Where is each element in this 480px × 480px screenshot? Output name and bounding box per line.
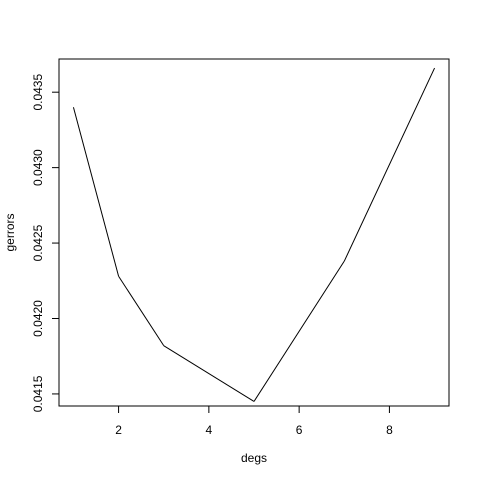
x-tick-label: 8	[386, 423, 393, 437]
series-line-segment	[118, 275, 165, 346]
y-tick-label: 0.0430	[31, 149, 45, 186]
series-layer	[72, 67, 436, 402]
x-tick-label: 2	[115, 423, 122, 437]
x-tick-label: 4	[206, 423, 213, 437]
x-tick-label: 6	[296, 423, 303, 437]
y-tick-label: 0.0420	[31, 300, 45, 337]
axes-layer: 2 4 6 8 0.0415 0.0420 0.0425 0.0430 0.0435	[31, 58, 450, 437]
plot-frame	[58, 58, 450, 407]
series-line-segment	[72, 107, 120, 277]
y-tick-label: 0.0435	[31, 74, 45, 111]
y-tick-label: 0.0415	[31, 375, 45, 412]
x-axis-title: degs	[241, 451, 267, 465]
y-axis-title: gerrors	[3, 213, 17, 251]
y-tick-label: 0.0425	[31, 224, 45, 261]
series-line-segment	[253, 260, 345, 402]
series-line-segment	[163, 345, 255, 402]
series-line-segment	[343, 67, 436, 262]
